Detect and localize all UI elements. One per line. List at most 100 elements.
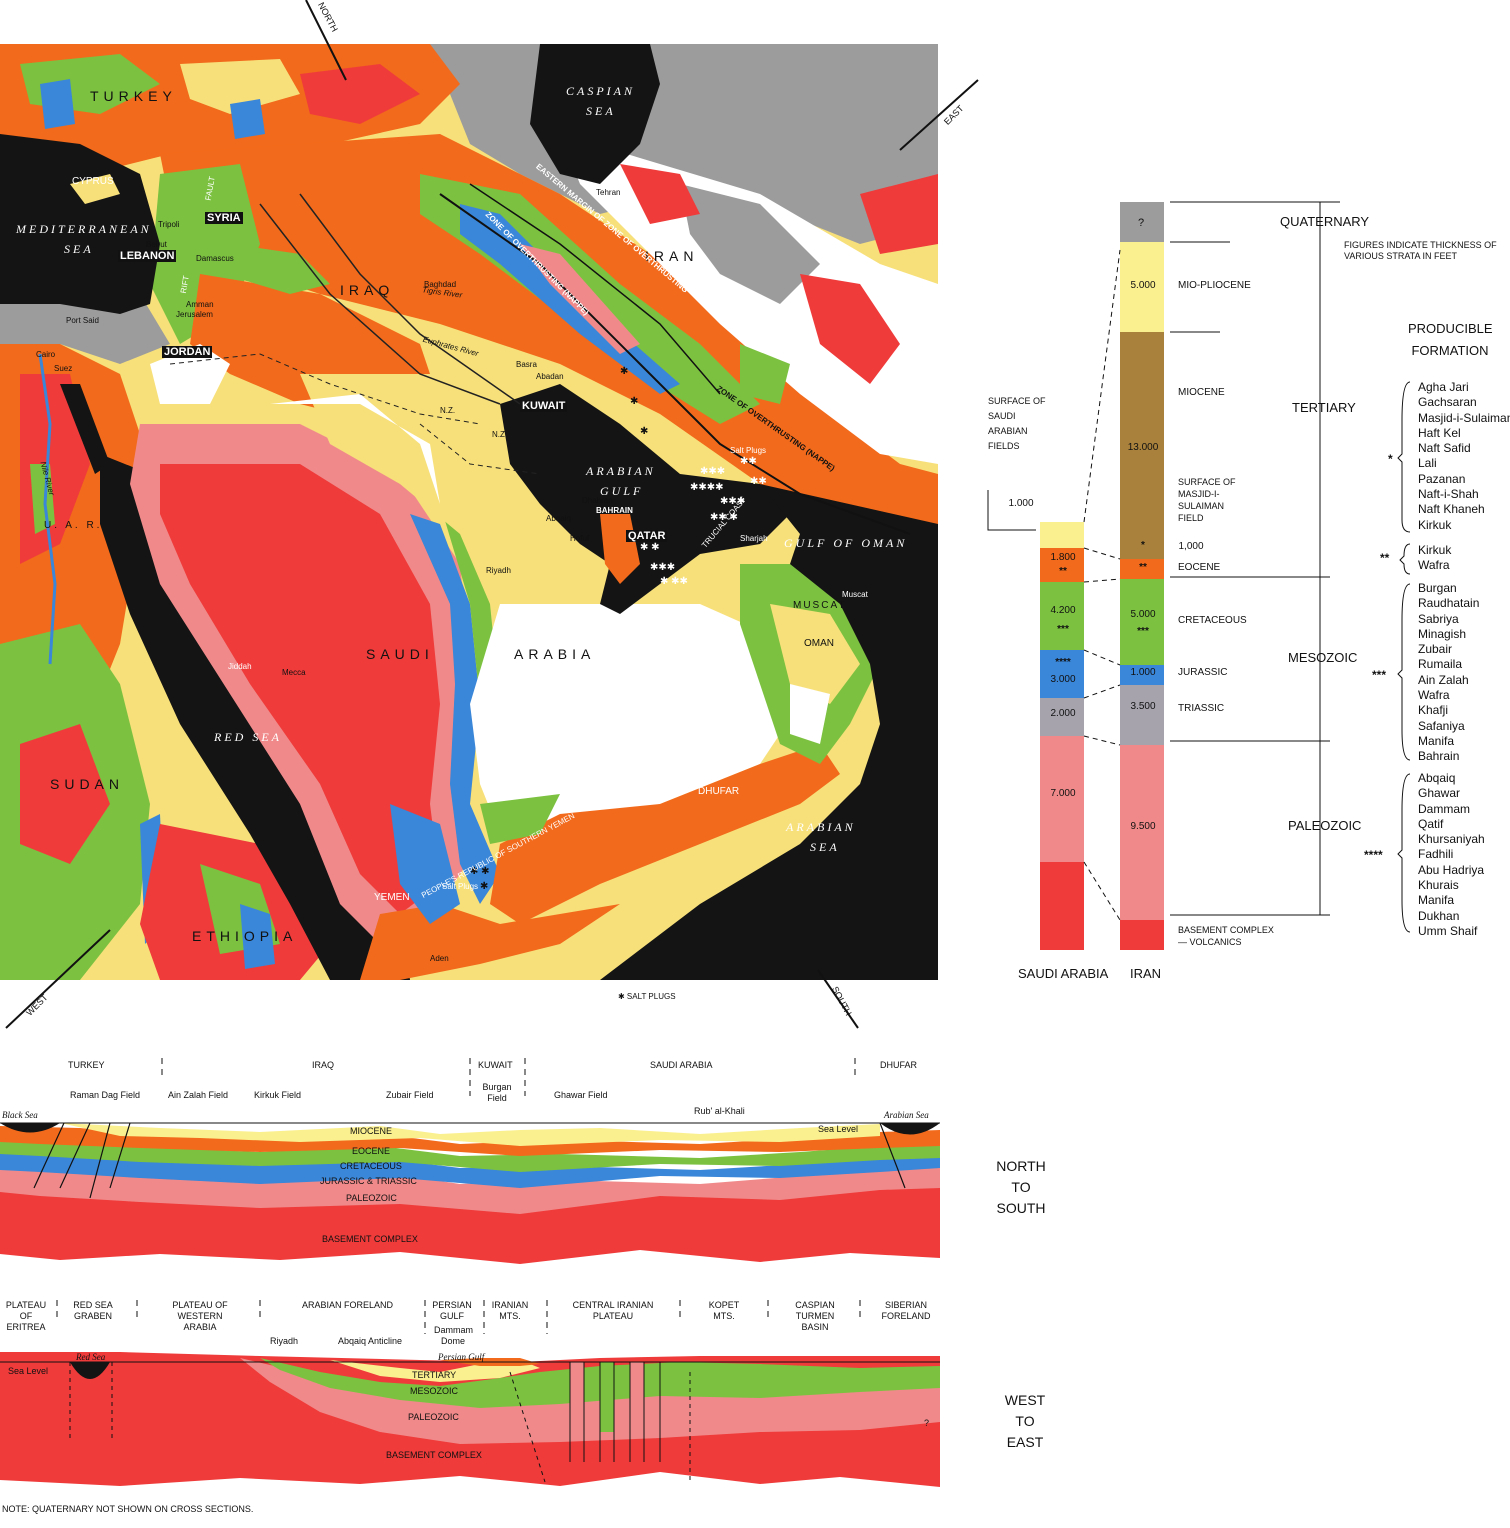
ns-layer-basement: BASEMENT COMPLEX [322, 1234, 418, 1244]
formation-item: Naft-i-Shah [1418, 487, 1479, 502]
sea-arabgulf-1: ARABIAN [586, 464, 656, 478]
iran-stars-cretaceous: *** [1137, 626, 1149, 637]
city-abadan: Abadan [536, 372, 564, 381]
we-persian-gulf: Persian Gulf [438, 1352, 485, 1362]
ns-layer-miocene: MIOCENE [350, 1126, 393, 1136]
formation-item: Qatif [1418, 816, 1444, 831]
we-region-central: CENTRAL IRANIAN PLATEAU [572, 1300, 654, 1321]
iran-stars-eocene: ** [1139, 562, 1147, 573]
label-oman: OMAN [804, 638, 834, 649]
ns-field-ghawar: Ghawar Field [554, 1090, 608, 1100]
formation-item: Manifa [1418, 733, 1455, 748]
saudi-thick-triassic: 2.000 [1050, 708, 1076, 719]
sea-med-2: SEA [64, 242, 94, 256]
formations-group-2: Kirkuk Wafra [1418, 543, 1451, 574]
stars-group-1: * [1388, 452, 1393, 466]
label-nz-2: N.Z. [492, 430, 508, 439]
sea-red: RED SEA [214, 730, 282, 744]
we-layer-paleozoic: PALEOZOIC [408, 1412, 459, 1422]
formation-item: Lali [1418, 456, 1437, 471]
formation-item: Raudhatain [1418, 596, 1480, 611]
formation-item: Agha Jari [1418, 380, 1469, 394]
strata-eocene: EOCENE [1178, 562, 1221, 573]
we-q-mark: ? [924, 1418, 930, 1428]
formations-group-4: Abqaiq Ghawar Dammam Qatif Khursaniyah Fadhil… [1418, 771, 1485, 939]
formation-item: Wafra [1418, 688, 1450, 703]
label-kuwait: KUWAIT [520, 400, 568, 412]
city-tehran: Tehran [596, 188, 621, 197]
era-paleozoic: PALEOZOIC [1288, 818, 1362, 833]
formation-item: Ghawar [1418, 786, 1461, 801]
sea-arabsea-1: ARABIAN [786, 820, 856, 834]
ns-layer-paleozoic: PALEOZOIC [346, 1193, 397, 1203]
surface-saudi: SURFACE OF SAUDI ARABIAN FIELDS [988, 396, 1046, 451]
sea-caspian-2: SEA [586, 104, 616, 118]
svg-text:✱✱✱✱: ✱✱✱✱ [690, 482, 724, 493]
iran-thick-cretaceous: 5.000 [1130, 609, 1156, 620]
we-region-gulf: PERSIAN GULF [432, 1300, 472, 1321]
svg-text:✱: ✱ [480, 881, 488, 892]
saudi-thick-cretaceous: 4.200 [1050, 605, 1076, 616]
strat-column-graphic [987, 201, 1340, 950]
label-cyprus: CYPRUS [72, 176, 114, 187]
iran-thick-miocene: 13.000 [1127, 442, 1159, 453]
city-jerusalem: Jerusalem [176, 310, 213, 319]
formations-group-1: Agha Jari Gachsaran Masjid-i-Sulaiman Haft … [1418, 380, 1510, 533]
label-yemen: YEMEN [374, 892, 410, 903]
formation-braces [1397, 381, 1411, 933]
city-suez: Suez [54, 364, 73, 373]
ns-section-graphic [0, 1122, 940, 1264]
we-sea-level: Sea Level [8, 1366, 49, 1376]
ns-layer-jurassic: JURASSIC & TRIASSIC [320, 1176, 417, 1186]
ns-region-dhufar: DHUFAR [880, 1060, 918, 1070]
saudi-thick-jurassic: 3.000 [1050, 674, 1076, 685]
label-saudi: SAUDI [366, 646, 434, 662]
iran-stars-miocene: * [1141, 540, 1145, 551]
ns-direction: NORTH TO SOUTH [996, 1158, 1046, 1216]
label-muscat: MUSCAT [793, 600, 847, 611]
era-mesozoic: MESOZOIC [1288, 650, 1358, 665]
svg-text:✱✱: ✱✱ [750, 476, 767, 487]
iran-q-mark: ? [1138, 217, 1145, 229]
ns-layer-eocene: EOCENE [352, 1146, 391, 1156]
label-qatar: QATAR [626, 530, 668, 542]
formation-item: Khurais [1418, 878, 1459, 893]
svg-text:✱✱✱: ✱✱✱ [720, 496, 745, 507]
saudi-stars-cretaceous: *** [1057, 624, 1069, 635]
city-hofuf: Hofuf [570, 534, 590, 543]
city-basra: Basra [516, 360, 537, 369]
label-saltplugs-2: Salt Plugs [442, 882, 479, 891]
formation-item: Dammam [1418, 801, 1471, 816]
we-region-western: PLATEAU OF WESTERN ARABIA [172, 1300, 228, 1332]
iran-thick-jurassic: 1.000 [1130, 667, 1156, 678]
formation-item: Abu Hadriya [1418, 862, 1485, 877]
label-arabia: ARABIA [514, 646, 596, 662]
label-bahrain: BAHRAIN [596, 506, 633, 515]
strata-jurassic: JURASSIC [1178, 667, 1228, 678]
label-iran-column: IRAN [1130, 966, 1162, 981]
formation-item: Fadhili [1418, 847, 1454, 862]
label-iraq: IRAQ [340, 282, 395, 298]
saudi-thick-top: 1.000 [1008, 498, 1034, 509]
ns-layer-cretaceous: CRETACEOUS [340, 1161, 402, 1171]
label-dhufar: DHUFAR [698, 786, 740, 797]
city-dhahran: Dhahran [582, 496, 613, 505]
svg-text:✱: ✱ [620, 366, 628, 377]
formation-item: Burgan [1418, 581, 1457, 595]
label-producible: PRODUCIBLE FORMATION [1408, 321, 1493, 358]
city-damascus: Damascus [196, 254, 234, 263]
city-baghdad: Baghdad [424, 280, 457, 289]
iran-thick-triassic: 3.500 [1130, 701, 1156, 712]
svg-text:✱ ✱: ✱ ✱ [470, 866, 490, 877]
svg-text:✱✱: ✱✱ [740, 456, 757, 467]
ns-region-kuwait: KUWAIT [478, 1060, 513, 1070]
label-turkey: TURKEY [90, 88, 177, 104]
city-jiddah: Jiddah [228, 662, 252, 671]
label-syria: SYRIA [205, 212, 243, 224]
we-layer-basement: BASEMENT COMPLEX [386, 1450, 482, 1460]
ns-field-burgan: Burgan Field [482, 1082, 512, 1103]
saudi-stars-jurassic: **** [1055, 657, 1071, 668]
formation-item: Sabriya [1418, 611, 1459, 626]
label-quaternary: QUATERNARY [1280, 214, 1370, 229]
ns-region-iraq: IRAQ [312, 1060, 335, 1070]
